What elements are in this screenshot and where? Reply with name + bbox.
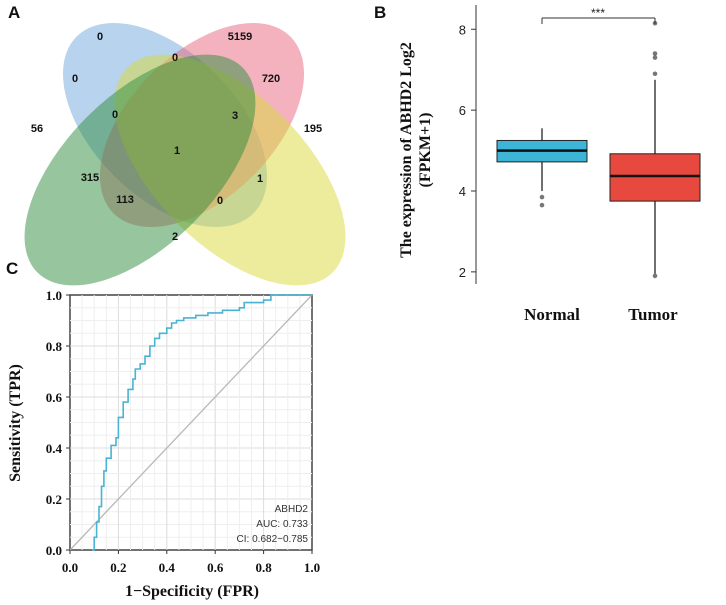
box-y-tick-label: 8 xyxy=(459,22,466,37)
panel-c-letter: C xyxy=(6,259,18,278)
box-outlier-point xyxy=(539,194,545,200)
box-y-tick-label: 2 xyxy=(459,265,466,280)
box-x-tick-label: Tumor xyxy=(628,305,678,324)
venn-diagram: 0 5159 0 0 720 0 3 56 195 1 315 1 113 0 … xyxy=(24,22,346,286)
roc-x-ticks: 0.0 0.2 0.4 0.6 0.8 1.0 xyxy=(62,550,320,575)
roc-x-tick-label: 0.2 xyxy=(110,560,126,575)
box-outlier-point xyxy=(652,71,658,77)
roc-grid xyxy=(70,295,312,550)
box-x-tick-label: Normal xyxy=(524,305,580,324)
roc-y-tick-label: 0.6 xyxy=(46,390,63,405)
box-outlier-point xyxy=(652,51,658,56)
roc-lines xyxy=(69,294,313,551)
venn-count-blue-pink: 0 xyxy=(172,52,178,64)
venn-count-blue-green: 0 xyxy=(72,73,78,85)
boxplot-chart: The expression of ABHD2 Log2 (FPKM+1) 2 4… xyxy=(398,5,701,324)
roc-x-tick-label: 0.6 xyxy=(207,560,224,575)
roc-legend-auc: AUC: 0.733 xyxy=(256,519,308,530)
roc-x-axis-title: 1−Specificity (FPR) xyxy=(125,583,259,600)
significance-bracket: *** xyxy=(541,6,656,24)
roc-y-tick-label: 0.0 xyxy=(46,543,62,558)
box-outlier-point xyxy=(652,55,658,60)
roc-legend-name: ABHD2 xyxy=(275,504,309,515)
venn-count-green-yellow: 2 xyxy=(172,231,178,243)
roc-y-ticks: 0.0 0.2 0.4 0.6 0.8 1.0 xyxy=(46,288,70,558)
venn-count-blue-pink-green: 0 xyxy=(112,109,118,121)
roc-legend: ABHD2 AUC: 0.733 CI: 0.682−0.785 xyxy=(237,504,309,545)
roc-x-tick-label: 0.4 xyxy=(159,560,176,575)
venn-count-pink-green: 315 xyxy=(81,172,99,184)
venn-count-green-only: 56 xyxy=(31,123,43,135)
significance-stars: *** xyxy=(591,6,605,20)
roc-chart: 0.0 0.2 0.4 0.6 0.8 1.0 0.0 0.2 0.4 0.6 0.8 1.0 1−… xyxy=(7,288,320,600)
box-iqr xyxy=(609,153,701,202)
venn-count-all-four: 1 xyxy=(174,145,180,157)
roc-y-tick-label: 0.4 xyxy=(46,441,63,456)
box-outlier-point xyxy=(539,202,545,208)
venn-ellipse-green xyxy=(24,54,256,286)
venn-count-pink-yellow: 720 xyxy=(262,73,280,85)
box-y-axis-title-line2: (FPKM+1) xyxy=(417,113,434,188)
venn-count-pink-green-yellow: 113 xyxy=(116,194,134,206)
roc-x-tick-label: 1.0 xyxy=(304,560,320,575)
roc-x-tick-label: 0.8 xyxy=(255,560,272,575)
roc-diagonal-line xyxy=(69,294,313,551)
roc-y-axis-title: Sensitivity (TPR) xyxy=(7,364,24,482)
roc-y-tick-label: 1.0 xyxy=(46,288,62,303)
roc-y-tick-label: 0.8 xyxy=(46,339,63,354)
roc-x-tick-label: 0.0 xyxy=(62,560,78,575)
box-y-axis-title-line1: The expression of ABHD2 Log2 xyxy=(398,42,415,258)
venn-count-blue-only: 0 xyxy=(97,31,103,43)
box-group-tumor: Tumor xyxy=(609,20,701,324)
box-y-tick-label: 6 xyxy=(459,103,466,118)
venn-count-blue-green-yellow: 0 xyxy=(217,195,223,207)
venn-count-blue-pink-yellow: 3 xyxy=(232,110,238,122)
venn-count-blue-yellow: 1 xyxy=(257,173,263,185)
box-group-normal: Normal xyxy=(496,128,588,324)
roc-curve-line xyxy=(91,294,312,551)
box-outlier-point xyxy=(652,273,658,279)
venn-count-yellow-only: 195 xyxy=(304,123,322,135)
box-groups: Normal Tumor xyxy=(496,20,701,324)
box-y-tick-label: 4 xyxy=(459,184,466,199)
box-y-ticks: 2 4 6 8 xyxy=(459,22,476,280)
panel-b-letter: B xyxy=(374,3,386,22)
venn-count-pink-only: 5159 xyxy=(228,31,252,43)
roc-legend-ci: CI: 0.682−0.785 xyxy=(237,534,309,545)
panel-a-letter: A xyxy=(8,3,20,22)
roc-y-tick-label: 0.2 xyxy=(46,492,62,507)
